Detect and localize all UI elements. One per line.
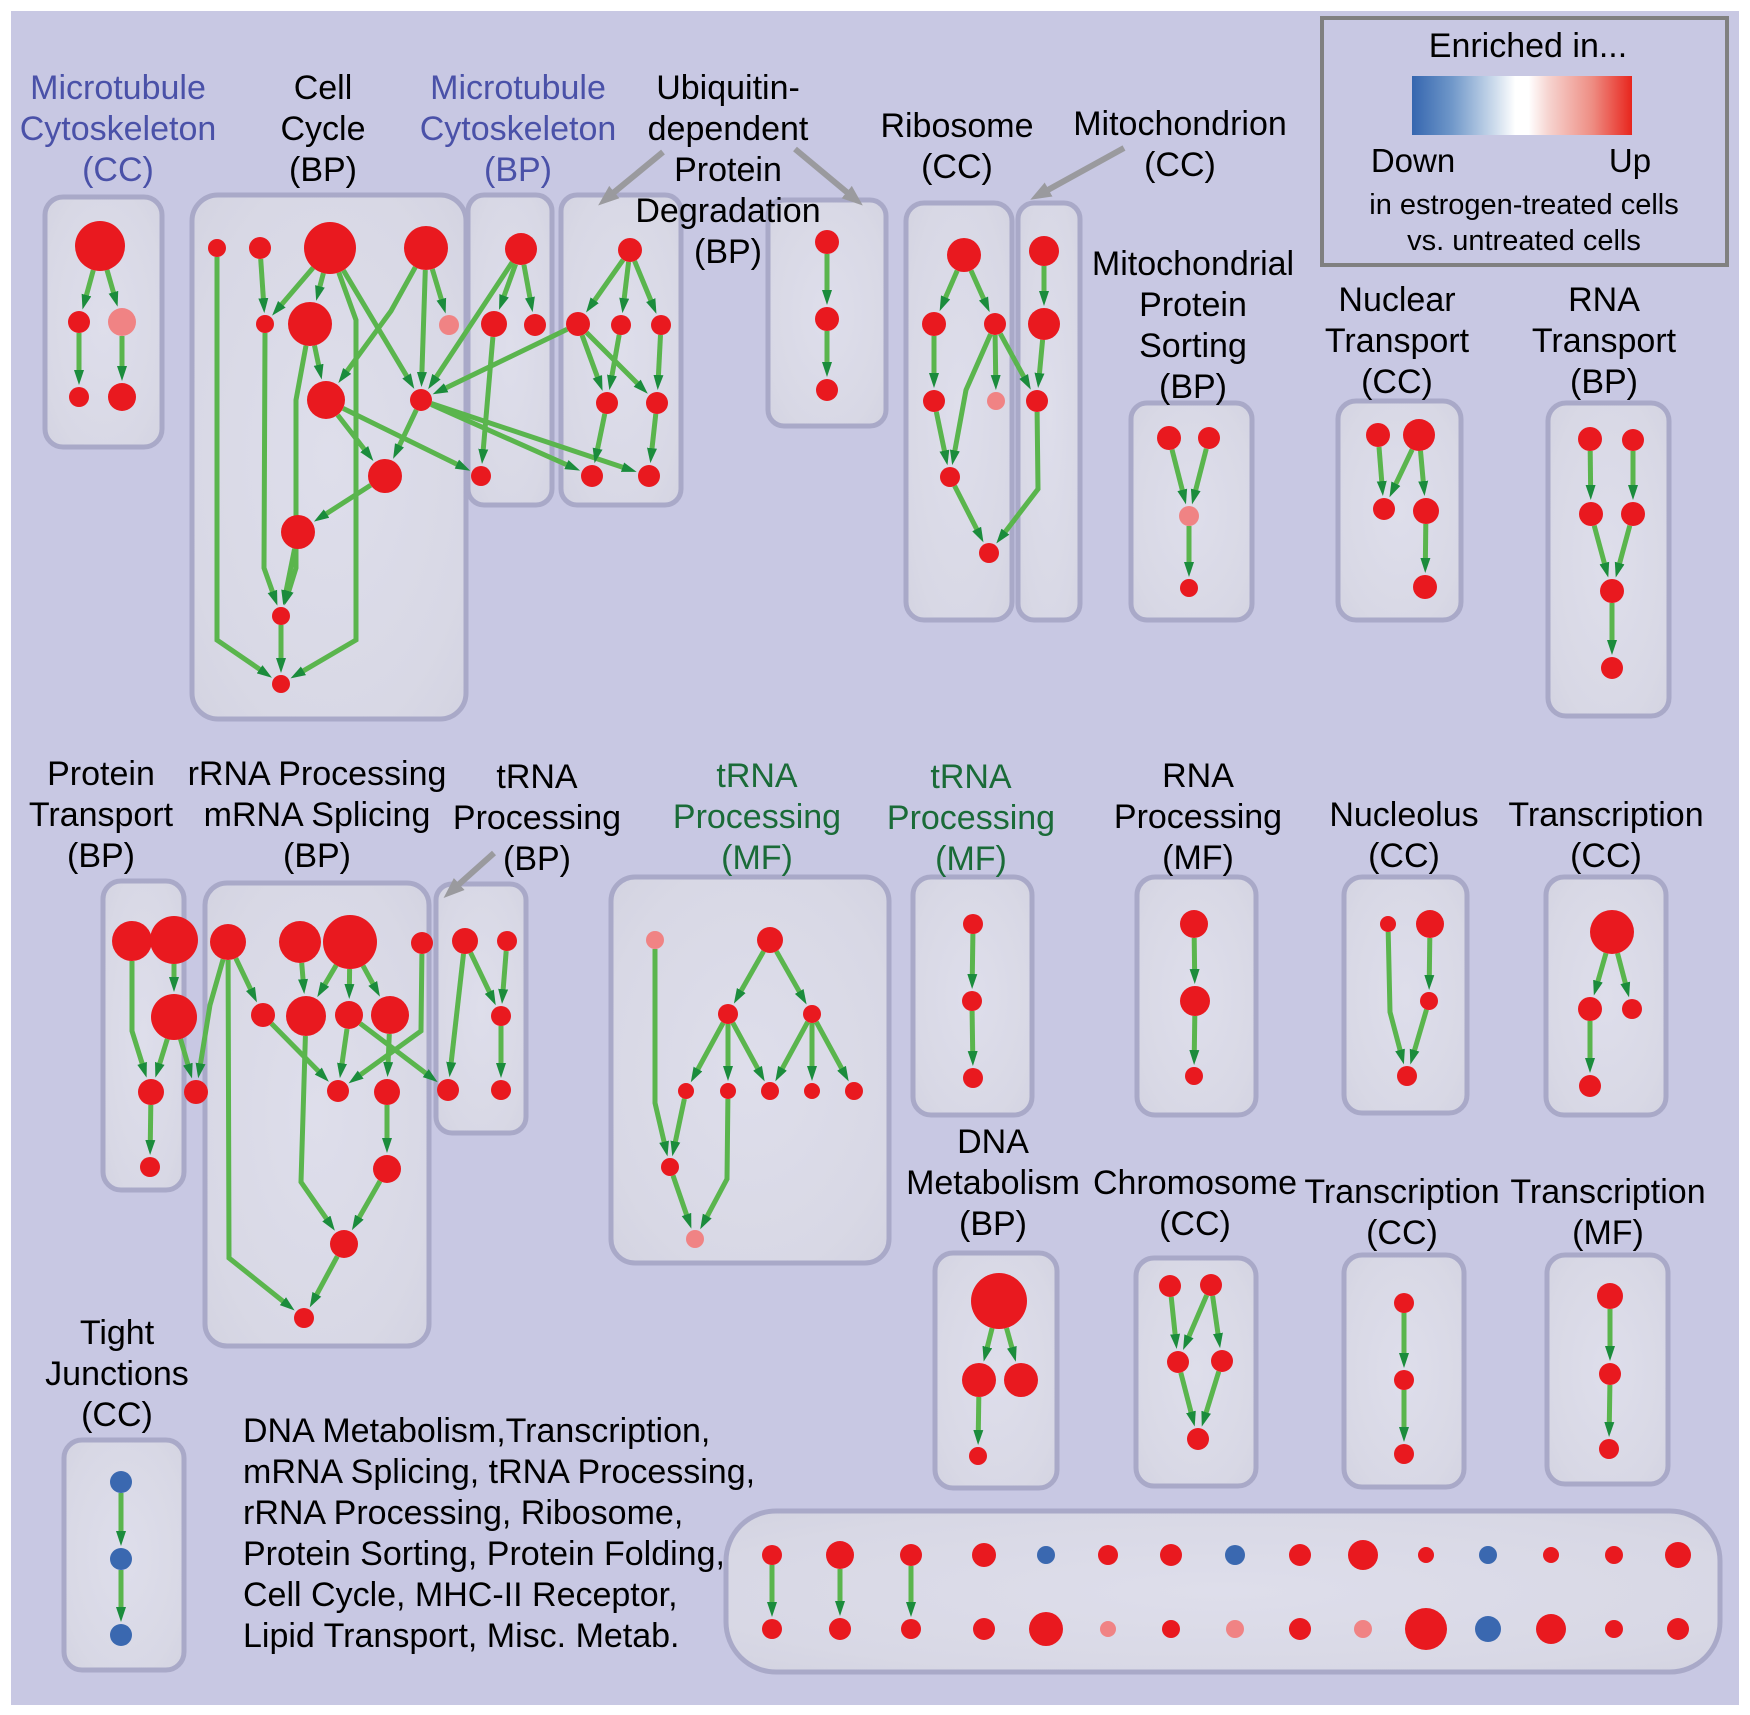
svg-text:tRNA: tRNA	[930, 758, 1012, 796]
svg-text:rRNA Processing, Ribosome,: rRNA Processing, Ribosome,	[243, 1494, 683, 1532]
svg-text:Tight: Tight	[80, 1314, 155, 1352]
svg-text:tRNA: tRNA	[496, 758, 578, 796]
svg-text:DNA Metabolism,Transcription,: DNA Metabolism,Transcription,	[243, 1412, 710, 1450]
svg-text:(BP): (BP)	[484, 151, 552, 189]
svg-text:Transcription: Transcription	[1304, 1173, 1499, 1211]
svg-text:(BP): (BP)	[503, 840, 571, 878]
svg-text:Protein: Protein	[47, 755, 155, 793]
svg-text:(CC): (CC)	[1144, 146, 1216, 184]
svg-text:Processing: Processing	[673, 798, 841, 836]
svg-text:(MF): (MF)	[935, 840, 1007, 878]
svg-text:Microtubule: Microtubule	[30, 69, 206, 107]
svg-text:Transcription: Transcription	[1510, 1173, 1705, 1211]
svg-text:Microtubule: Microtubule	[430, 69, 606, 107]
svg-text:Protein Sorting, Protein Foldi: Protein Sorting, Protein Folding,	[243, 1535, 725, 1573]
svg-text:Transport: Transport	[29, 796, 174, 834]
svg-text:Junctions: Junctions	[45, 1355, 189, 1393]
svg-text:(MF): (MF)	[1162, 839, 1234, 877]
svg-text:Cytoskeleton: Cytoskeleton	[20, 110, 217, 148]
svg-text:tRNA: tRNA	[716, 757, 798, 795]
svg-text:Enriched in...: Enriched in...	[1429, 27, 1627, 65]
svg-text:Lipid Transport, Misc. Metab.: Lipid Transport, Misc. Metab.	[243, 1617, 680, 1655]
svg-text:(CC): (CC)	[1366, 1214, 1438, 1252]
svg-text:Ubiquitin-: Ubiquitin-	[656, 69, 800, 107]
svg-text:DNA: DNA	[957, 1123, 1029, 1161]
svg-text:Transcription: Transcription	[1508, 796, 1703, 834]
svg-text:(CC): (CC)	[1570, 837, 1642, 875]
svg-text:dependent: dependent	[648, 110, 809, 148]
svg-text:(BP): (BP)	[283, 837, 351, 875]
svg-text:(BP): (BP)	[1159, 368, 1227, 406]
svg-text:Cytoskeleton: Cytoskeleton	[420, 110, 617, 148]
svg-text:rRNA Processing: rRNA Processing	[188, 755, 447, 793]
svg-text:Chromosome: Chromosome	[1093, 1164, 1297, 1202]
svg-text:Protein: Protein	[1139, 286, 1247, 324]
svg-text:RNA: RNA	[1568, 281, 1640, 319]
svg-text:Transport: Transport	[1532, 322, 1677, 360]
svg-text:Nucleolus: Nucleolus	[1329, 796, 1478, 834]
svg-text:(MF): (MF)	[721, 839, 793, 877]
svg-text:(CC): (CC)	[82, 151, 154, 189]
svg-text:(CC): (CC)	[921, 148, 993, 186]
svg-text:(BP): (BP)	[67, 837, 135, 875]
svg-text:(CC): (CC)	[1361, 363, 1433, 401]
svg-text:Metabolism: Metabolism	[906, 1164, 1080, 1202]
svg-text:Ribosome: Ribosome	[880, 107, 1033, 145]
svg-text:vs. untreated cells: vs. untreated cells	[1407, 225, 1641, 257]
svg-text:Up: Up	[1609, 142, 1651, 179]
svg-text:Processing: Processing	[887, 799, 1055, 837]
svg-text:mRNA Splicing: mRNA Splicing	[204, 796, 431, 834]
svg-text:Down: Down	[1371, 142, 1455, 179]
svg-text:RNA: RNA	[1162, 757, 1234, 795]
svg-text:Protein: Protein	[674, 151, 782, 189]
svg-text:Sorting: Sorting	[1139, 327, 1247, 365]
svg-text:(BP): (BP)	[1570, 363, 1638, 401]
svg-text:(BP): (BP)	[694, 233, 762, 271]
svg-text:in estrogen-treated cells: in estrogen-treated cells	[1369, 189, 1679, 221]
svg-text:Mitochondrion: Mitochondrion	[1073, 105, 1287, 143]
svg-text:Processing: Processing	[1114, 798, 1282, 836]
svg-text:Nuclear: Nuclear	[1338, 281, 1455, 319]
svg-text:Cycle: Cycle	[280, 110, 365, 148]
svg-text:Cell: Cell	[294, 69, 353, 107]
svg-text:(CC): (CC)	[1159, 1205, 1231, 1243]
svg-text:mRNA Splicing, tRNA Processing: mRNA Splicing, tRNA Processing,	[243, 1453, 755, 1491]
svg-text:(MF): (MF)	[1572, 1214, 1644, 1252]
svg-text:(BP): (BP)	[289, 151, 357, 189]
svg-text:(CC): (CC)	[1368, 837, 1440, 875]
svg-text:Processing: Processing	[453, 799, 621, 837]
svg-text:Degradation: Degradation	[635, 192, 820, 230]
svg-text:Mitochondrial: Mitochondrial	[1092, 245, 1294, 283]
svg-text:Cell Cycle, MHC-II Receptor,: Cell Cycle, MHC-II Receptor,	[243, 1576, 678, 1614]
svg-text:Transport: Transport	[1325, 322, 1470, 360]
svg-text:(CC): (CC)	[81, 1396, 153, 1434]
svg-text:(BP): (BP)	[959, 1205, 1027, 1243]
